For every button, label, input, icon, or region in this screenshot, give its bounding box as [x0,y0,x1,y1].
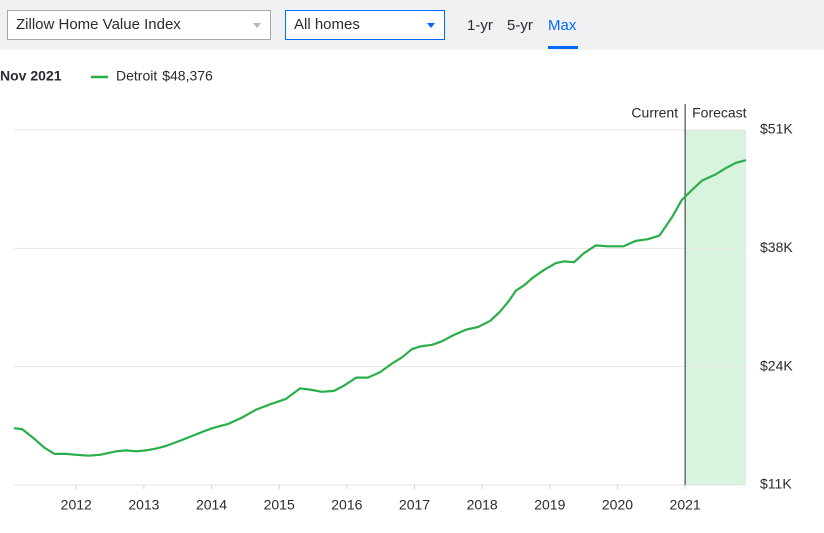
legend-date: Nov 2021 [0,68,62,84]
x-tick-label: 2019 [534,497,565,513]
y-tick-label: $24K [760,357,793,373]
y-tick-label: $51K [760,121,793,137]
series-line [13,159,747,457]
x-tick-label: 2013 [128,497,159,513]
home-type-select[interactable]: All homes [285,10,445,40]
legend-value: $48,376 [162,68,213,84]
x-tick-label: 2020 [602,497,633,513]
range-tab[interactable]: 5-yr [507,17,533,34]
x-tick-label: 2016 [331,497,362,513]
current-label: Current [631,105,678,121]
y-tick-label: $11K [760,476,792,492]
x-tick-label: 2018 [467,497,498,513]
y-tick-label: $38K [760,239,793,255]
x-tick-label: 2014 [196,497,227,513]
range-tab[interactable]: Max [548,17,577,34]
forecast-region [685,130,746,485]
x-tick-label: 2021 [670,497,701,513]
home-type-label: All homes [294,16,360,33]
legend-name: Detroit [116,68,157,84]
forecast-label: Forecast [692,105,747,121]
active-tab-underline [548,46,578,49]
caret [427,23,435,28]
metric-label: Zillow Home Value Index [16,16,181,33]
toolbar: Zillow Home Value Index All homes 1-yr 5-… [0,0,824,50]
x-tick-label: 2015 [264,497,295,513]
range-tab[interactable]: 1-yr [467,17,493,34]
caret [253,23,261,28]
range-tabs: 1-yr 5-yr Max [455,0,590,50]
metric-select[interactable]: Zillow Home Value Index [7,10,271,40]
x-tick-label: 2012 [61,497,92,513]
x-tick-label: 2017 [399,497,430,513]
